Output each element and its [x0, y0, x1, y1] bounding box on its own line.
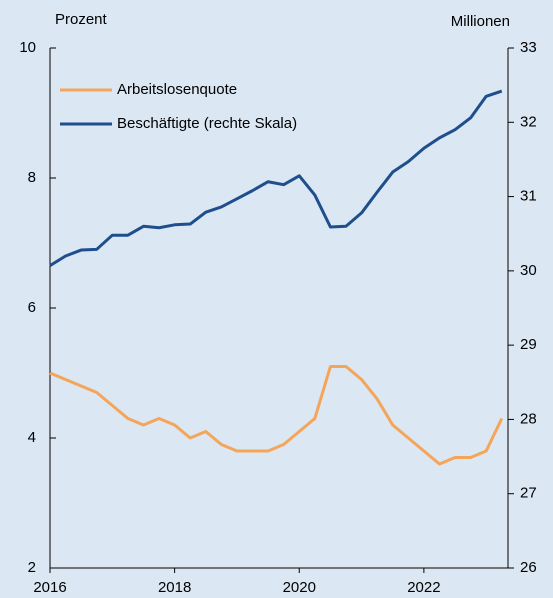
y-tick-label: 8: [28, 169, 36, 186]
y-axis-label: Prozent: [55, 11, 108, 28]
y2-tick-label: 27: [520, 485, 537, 502]
y-tick-label: 6: [28, 299, 36, 316]
legend-label: Beschäftigte (rechte Skala): [117, 115, 297, 132]
y2-tick-label: 30: [520, 262, 537, 279]
x-tick-label: 2020: [283, 579, 316, 596]
y2-tick-label: 26: [520, 559, 537, 576]
y2-axis-label: Millionen: [451, 13, 510, 30]
x-tick-label: 2016: [33, 579, 66, 596]
y-tick-label: 2: [28, 559, 36, 576]
y-tick-label: 4: [28, 429, 36, 446]
y2-tick-label: 28: [520, 410, 537, 427]
legend-label: Arbeitslosenquote: [117, 81, 237, 98]
y-tick-label: 10: [19, 39, 36, 56]
y2-tick-label: 31: [520, 188, 537, 205]
line-series: [49, 89, 503, 267]
y2-tick-label: 29: [520, 336, 537, 353]
y2-tick-label: 33: [520, 39, 537, 56]
y2-tick-label: 32: [520, 113, 537, 130]
x-tick-label: 2022: [407, 579, 440, 596]
x-tick-label: 2018: [158, 579, 191, 596]
line-series: [49, 365, 504, 466]
